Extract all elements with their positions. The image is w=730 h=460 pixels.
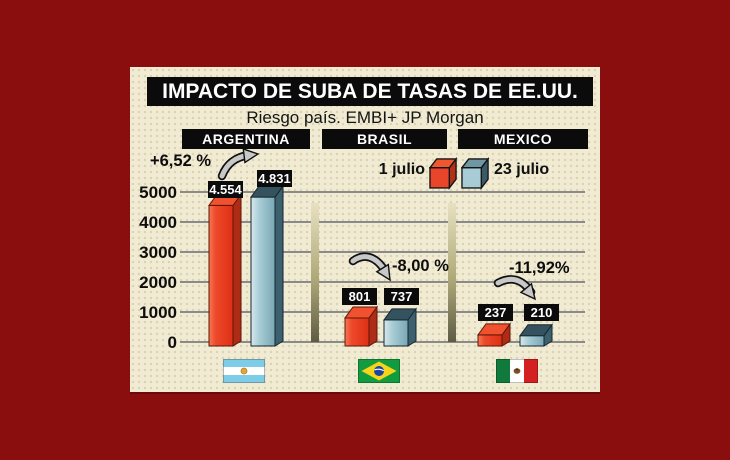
category-header-brasil: BRASIL bbox=[322, 129, 447, 149]
mexico-flag-icon bbox=[496, 359, 538, 383]
red-cube-icon bbox=[429, 156, 458, 190]
page-title: IMPACTO DE SUBA DE TASAS DE EE.UU. bbox=[162, 80, 578, 103]
legend-label-1julio: 1 julio bbox=[378, 161, 425, 178]
chart-subtitle: Riesgo país. EMBI+ JP Morgan bbox=[246, 108, 484, 127]
legend-label-23julio: 23 julio bbox=[494, 161, 550, 178]
brasil-flag-icon bbox=[358, 359, 400, 383]
category-header-mexico: MEXICO bbox=[458, 129, 588, 149]
blue-cube-icon bbox=[461, 156, 490, 190]
category-header-argentina: ARGENTINA bbox=[182, 129, 310, 149]
argentina-flag-icon bbox=[223, 359, 265, 383]
chart-panel: IMPACTO DE SUBA DE TASAS DE EE.UU. Riesg… bbox=[130, 67, 600, 394]
title-bar: IMPACTO DE SUBA DE TASAS DE EE.UU. bbox=[147, 77, 593, 106]
